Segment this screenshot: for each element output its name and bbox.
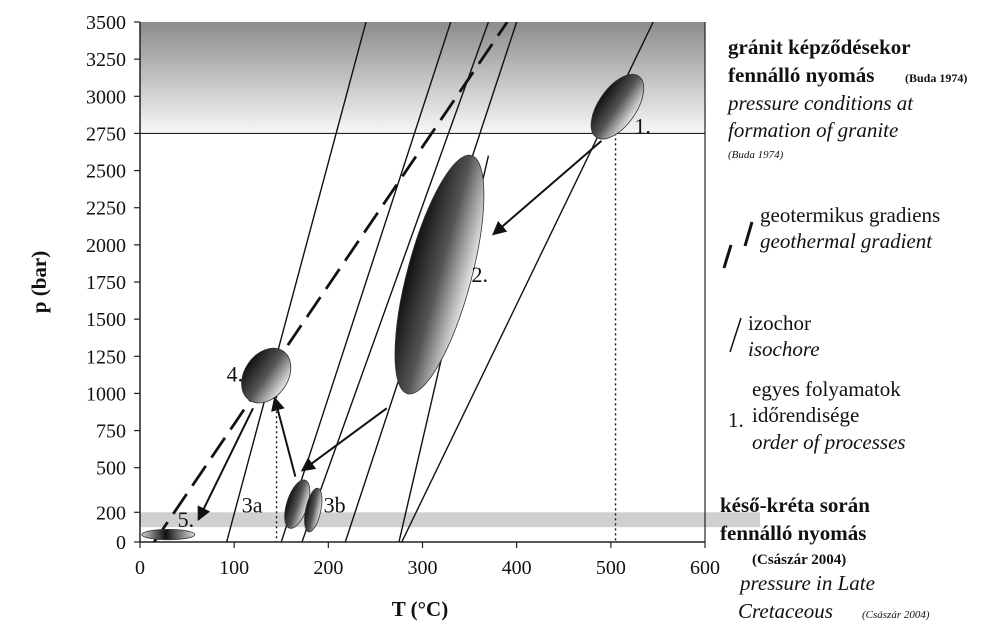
y-tick-label: 500 [96, 458, 126, 480]
legend-gradient-symbol [722, 221, 754, 269]
x-tick-labels: 0 100 200 300 400 500 600 [135, 542, 720, 579]
region-label: 5. [178, 507, 195, 532]
legend-cretaceous-hu-line1: késő-kréta során [720, 493, 870, 517]
y-tick-label: 0 [116, 532, 126, 554]
legend-order-hu-line2: időrendisége [752, 403, 859, 427]
legend-order-hu-line1: egyes folyamatok [752, 377, 901, 401]
legend-isochore-hu: izochor [748, 311, 811, 335]
x-tick-label: 0 [135, 557, 145, 579]
process-regions [141, 73, 645, 541]
process-region-5 [241, 347, 292, 404]
x-tick-label: 400 [502, 557, 532, 579]
legend-gradient-hu: geotermikus gradiens [760, 203, 940, 227]
x-tick-label: 500 [596, 557, 626, 579]
process-region-6 [141, 528, 196, 541]
legend-isochore-en: isochore [748, 337, 820, 361]
y-tick-label: 2750 [86, 123, 126, 145]
x-tick-label: 600 [690, 557, 720, 579]
y-tick-label: 1000 [86, 383, 126, 405]
legend-granite-hu-ref: (Buda 1974) [905, 71, 967, 85]
y-tick-label: 1750 [86, 272, 126, 294]
y-tick-label: 2250 [86, 198, 126, 220]
isochore-line [301, 22, 490, 542]
legend-order-en: order of processes [752, 430, 906, 454]
geothermal-gradient-group [152, 22, 509, 542]
process-region-1 [590, 73, 645, 140]
y-tick-label: 750 [96, 421, 126, 443]
legend-cretaceous-hu-ref: (Császár 2004) [752, 552, 846, 568]
y-tick-label: 3000 [86, 86, 126, 108]
legend-cretaceous-en-ref: (Császár 2004) [862, 609, 930, 621]
region-label: 4. [227, 362, 244, 387]
legend-order-marker: 1. [728, 408, 744, 432]
y-tick-label: 3250 [86, 49, 126, 71]
y-tick-label: 1500 [86, 309, 126, 331]
y-tick-label: 1250 [86, 346, 126, 368]
process-region-2 [394, 154, 485, 395]
region-label: 3a [242, 492, 263, 517]
x-tick-label: 300 [408, 557, 438, 579]
y-axis-title: p (bar) [27, 251, 51, 313]
process-arrow [492, 140, 603, 236]
legend-granite-en-line2: formation of granite [728, 118, 898, 142]
process-arrow [300, 407, 388, 472]
x-axis-title: T (°C) [392, 597, 448, 621]
region-label: 3b [324, 492, 346, 517]
x-tick-label: 200 [313, 557, 343, 579]
y-tick-labels: 0 200 500 750 1000 1250 1500 1750 2000 2250 2500 27… [86, 12, 140, 554]
isochore-line [280, 22, 452, 542]
geothermal-gradient-line [152, 22, 509, 542]
legend-granite-en-line1: pressure conditions at [726, 91, 914, 115]
process-arrows [197, 140, 603, 521]
region-label: 2. [471, 262, 488, 287]
x-tick-label: 100 [219, 557, 249, 579]
isochore-line [225, 22, 367, 542]
process-region-4 [304, 487, 323, 533]
legend-isochore-symbol [729, 317, 742, 353]
legend-gradient-en: geothermal gradient [760, 229, 933, 253]
y-tick-label: 200 [96, 502, 126, 524]
legend-cretaceous-en-line1: pressure in Late [738, 571, 875, 595]
legend: gránit képződésekor fennálló nyomás (Bud… [720, 35, 967, 623]
legend-granite-en-ref: (Buda 1974) [728, 149, 784, 161]
y-tick-label: 3500 [86, 12, 126, 34]
region-labels: 1. 2. 3a 3b 4. 5. [178, 113, 651, 532]
legend-granite-hu-line1: gránit képződésekor [728, 35, 911, 59]
legend-cretaceous-en-line2: Cretaceous [738, 599, 833, 623]
legend-granite-hu-line2: fennálló nyomás [728, 63, 874, 87]
legend-cretaceous-hu-line2: fennálló nyomás [720, 521, 866, 545]
process-arrow [271, 396, 297, 477]
process-arrow [197, 407, 254, 521]
region-label: 1. [634, 113, 651, 138]
y-tick-label: 2500 [86, 161, 126, 183]
y-tick-label: 2000 [86, 235, 126, 257]
